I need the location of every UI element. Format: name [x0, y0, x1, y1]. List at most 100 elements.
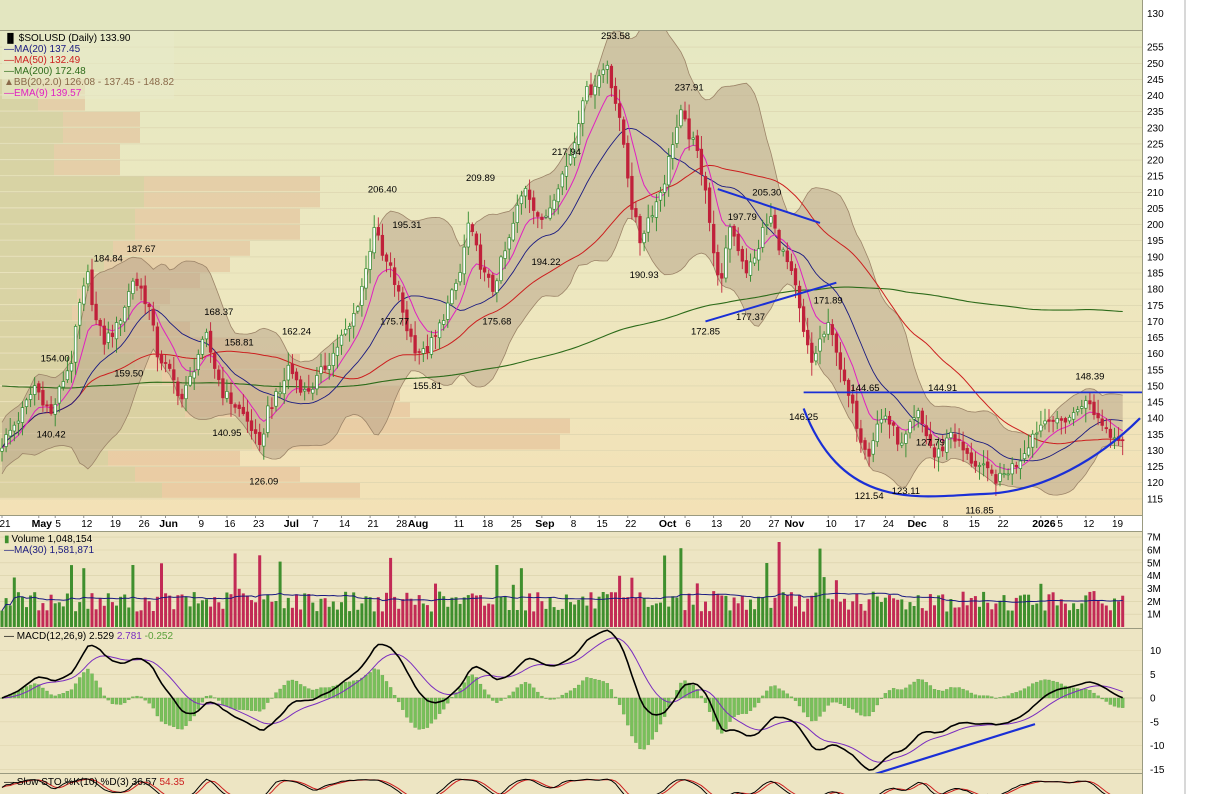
volume-bar-up — [127, 607, 131, 627]
candle-body — [601, 69, 605, 75]
volume-bar-up — [65, 593, 69, 627]
candle-body — [470, 224, 474, 232]
candle-body — [789, 261, 794, 271]
candle-up — [577, 110, 581, 152]
macd-histogram-bar — [1096, 695, 1100, 699]
volume-bar-down — [380, 611, 384, 627]
candle-down — [163, 355, 168, 373]
candle-up — [560, 171, 564, 196]
price-axis-tick: 220 — [1147, 156, 1164, 167]
candle-down — [789, 253, 794, 275]
date-axis-tick: 15 — [597, 519, 609, 530]
candle-body — [82, 285, 86, 305]
macd-histogram-bar — [851, 697, 855, 710]
candle-down — [712, 210, 716, 267]
candle-body — [409, 328, 413, 337]
candle-body — [176, 381, 180, 397]
volume-profile-bar-up — [0, 127, 63, 143]
macd-histogram-bar — [761, 695, 765, 699]
candle-up — [82, 277, 86, 311]
candle-down — [270, 397, 274, 419]
candle-up — [581, 97, 585, 137]
macd-histogram-bar — [188, 697, 192, 722]
candle-body — [237, 404, 241, 409]
macd-histogram-bar — [127, 697, 131, 700]
candle-body — [523, 188, 528, 197]
volume-bar-down — [847, 609, 851, 627]
price-axis-tick: 185 — [1147, 269, 1164, 280]
candle-body — [446, 302, 450, 320]
candle-down — [842, 357, 847, 385]
macd-histogram-bar — [155, 697, 160, 717]
candle-up — [1010, 457, 1014, 485]
candle-body — [65, 370, 70, 381]
volume-bar-up — [601, 592, 605, 627]
macd-histogram-bar — [1080, 688, 1084, 699]
candle-body — [683, 110, 687, 120]
macd-histogram-bar — [834, 697, 839, 703]
price-axis-tick: 240 — [1147, 91, 1164, 102]
volume-bar-up — [446, 606, 450, 627]
volume-bar-up — [499, 596, 503, 627]
macd-histogram-bar — [597, 679, 601, 699]
volume-bar-down — [290, 607, 294, 627]
candle-body — [155, 326, 160, 358]
date-axis-tick: 28 — [396, 519, 408, 530]
date-axis-tick: Nov — [784, 518, 804, 530]
volume-profile-bar-up — [0, 321, 86, 337]
candle-body — [1022, 453, 1027, 460]
volume-bars-icon: ▮ — [4, 534, 10, 545]
candle-down — [797, 280, 802, 323]
volume-bar-down — [147, 601, 151, 627]
candle-up — [1071, 407, 1076, 426]
candle-down — [969, 442, 973, 468]
candle-down — [110, 324, 115, 348]
volume-bar-down — [892, 598, 896, 627]
sto-d-line — [1, 778, 1111, 794]
candle-up — [454, 279, 458, 300]
candle-up — [118, 318, 123, 336]
price-axis-tick: 225 — [1147, 139, 1164, 150]
candle-down — [830, 319, 834, 347]
candle-body — [912, 417, 916, 420]
macd-axis-tick: -15 — [1150, 765, 1165, 776]
price-axis-tick: 255 — [1147, 43, 1164, 54]
date-axis-tick: 11 — [454, 519, 465, 530]
candle-body — [973, 460, 978, 467]
candle-up — [814, 345, 818, 366]
price-axis-tick: 150 — [1147, 381, 1164, 392]
candle-up — [572, 132, 577, 166]
candle-up — [319, 353, 323, 384]
candle-down — [392, 258, 397, 297]
candle-body — [41, 390, 45, 406]
price-annotation: 195.31 — [392, 220, 421, 231]
volume-bar-up — [978, 606, 981, 627]
volume-bar-down — [834, 580, 838, 627]
price-axis-tick: 165 — [1147, 333, 1164, 344]
candle-body — [1031, 433, 1035, 448]
macd-axis-tick: -5 — [1150, 717, 1159, 728]
volume-profile-bar-up — [0, 208, 135, 224]
bollinger-lower-line — [1, 217, 1123, 496]
volume-bar-down — [928, 594, 932, 627]
candle-body — [581, 100, 585, 124]
price-annotation: 162.24 — [282, 326, 311, 337]
candle-up — [331, 342, 335, 377]
macd-histogram-bar — [916, 679, 920, 699]
macd-histogram-bar — [331, 685, 335, 699]
candle-body — [180, 393, 184, 400]
macd-histogram-bar — [581, 680, 585, 699]
volume-profile-bar-up — [0, 224, 135, 240]
candle-body — [429, 337, 434, 355]
ma20-line — [1, 128, 1123, 462]
macd-histogram-bar — [552, 697, 556, 700]
macd-histogram-bar — [622, 697, 626, 715]
candle-body — [781, 249, 785, 252]
macd-histogram-bar — [740, 697, 744, 714]
candle-body — [57, 386, 61, 404]
legend-ema9-text: EMA(9) 139.57 — [14, 88, 82, 99]
candle-body — [8, 429, 12, 437]
candle-body — [1108, 428, 1113, 438]
date-axis-tick: 12 — [81, 519, 93, 530]
candle-down — [245, 399, 250, 433]
